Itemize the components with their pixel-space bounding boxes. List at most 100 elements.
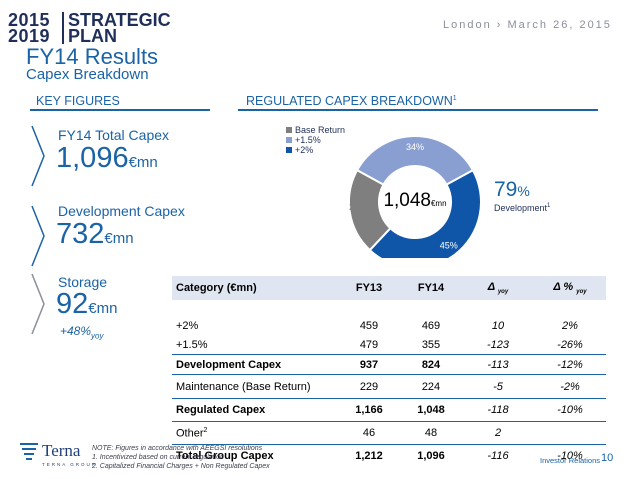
section-regulated-breakdown-rule bbox=[238, 109, 598, 111]
th-delta: Δ yoy bbox=[462, 276, 534, 300]
row-plus15-delta-pct: -26% bbox=[557, 338, 583, 351]
donut-center-unit: €mn bbox=[430, 199, 447, 208]
logo-divider bbox=[62, 12, 64, 44]
legend-swatch-plus2 bbox=[286, 147, 292, 153]
donut-label-2: 45% bbox=[440, 240, 458, 250]
kf-development-capex-label: Development Capex bbox=[58, 203, 185, 219]
table-row: +2% 459 469 10 2% bbox=[172, 316, 606, 335]
section-regulated-breakdown: REGULATED CAPEX BREAKDOWN1 bbox=[246, 94, 457, 108]
development-callout-text: Development bbox=[494, 203, 548, 213]
row-regulated-delta: -118 bbox=[462, 398, 534, 422]
row-other-fy13: 46 bbox=[338, 421, 400, 445]
legend-swatch-base-return bbox=[286, 127, 292, 133]
table-row: Regulated Capex 1,166 1,048 -118 -10% bbox=[172, 398, 606, 422]
development-callout-sup: 1 bbox=[547, 203, 551, 209]
development-callout-unit: % bbox=[517, 183, 530, 199]
chevron-2 bbox=[31, 205, 45, 267]
logo-word-1: STRATEGIC bbox=[68, 10, 171, 30]
development-callout-label: Development1 bbox=[494, 203, 550, 213]
row-total-fy13: 1,212 bbox=[338, 444, 400, 467]
kf-development-capex-number: 732 bbox=[56, 218, 105, 250]
kf-storage-yoy-value: +48% bbox=[60, 324, 92, 338]
th-delta-symbol: Δ bbox=[487, 280, 495, 293]
row-plus15-fy14: 355 bbox=[421, 338, 441, 351]
donut-slice-2 bbox=[368, 168, 482, 258]
kf-storage-number: 92 bbox=[56, 288, 89, 320]
th-fy14: FY14 bbox=[400, 276, 462, 300]
row-plus15-delta: -123 bbox=[486, 338, 510, 351]
row-plus2-delta-pct: 2% bbox=[562, 319, 578, 332]
terna-group-tagline: TERNA GROUP bbox=[42, 462, 97, 467]
row-other-delta: 2 bbox=[462, 421, 534, 445]
row-plus15-fy13: 479 bbox=[359, 338, 379, 351]
chevron-3 bbox=[31, 273, 45, 335]
row-development-delta: -113 bbox=[462, 354, 534, 375]
terna-logo-mark-icon bbox=[18, 440, 40, 462]
terna-wordmark: Terna bbox=[42, 441, 81, 460]
row-other-fy14: 48 bbox=[400, 421, 462, 445]
kf-storage-yoy: +48%yoy bbox=[60, 324, 103, 340]
legend-base-return: Base Return bbox=[286, 125, 345, 135]
donut-label-1-5: 34% bbox=[406, 142, 424, 152]
row-regulated-delta-pct: -10% bbox=[534, 398, 606, 422]
row-plus2-delta: 10 bbox=[491, 319, 505, 332]
th-delta-pct: Δ % yoy bbox=[534, 276, 606, 300]
row-other-category: Other2 bbox=[172, 421, 338, 445]
kf-development-capex-unit: €mn bbox=[104, 230, 134, 247]
th-fy13: FY13 bbox=[338, 276, 400, 300]
row-regulated-fy14: 1,048 bbox=[400, 398, 462, 422]
kf-total-capex-number: 1,096 bbox=[56, 142, 129, 174]
footnotes: NOTE: Figures in accordance with AEEGSI … bbox=[92, 444, 270, 471]
legend-label-plus2: +2% bbox=[295, 145, 314, 155]
page-title: FY14 Results bbox=[26, 44, 159, 69]
th-delta-yoy: yoy bbox=[497, 289, 509, 296]
row-regulated-fy13: 1,166 bbox=[338, 398, 400, 422]
row-development-fy13: 937 bbox=[338, 354, 400, 375]
table-row: +1.5% 479 355 -123 -26% bbox=[172, 335, 606, 355]
donut-slice-1-5 bbox=[355, 135, 475, 187]
table-row: Development Capex 937 824 -113 -12% bbox=[172, 354, 606, 375]
row-development-delta-pct: -12% bbox=[534, 354, 606, 375]
section-regulated-breakdown-sup: 1 bbox=[452, 94, 457, 102]
row-total-delta-pct: -10% bbox=[534, 444, 606, 467]
table-row: Other2 46 48 2 bbox=[172, 421, 606, 445]
row-maintenance-category: Maintenance (Base Return) bbox=[172, 374, 338, 399]
kf-total-capex-label: FY14 Total Capex bbox=[58, 127, 170, 143]
footnote-2: 2. Capitalized Financial Charges + Non R… bbox=[92, 463, 270, 470]
donut-label-base-return: 21% bbox=[349, 202, 367, 212]
logo-word-2: PLAN bbox=[68, 26, 117, 46]
row-total-delta: -116 bbox=[462, 444, 534, 467]
row-total-fy14: 1,096 bbox=[400, 444, 462, 467]
capex-donut-chart: 34% 45% 21% bbox=[348, 135, 482, 258]
kf-storage-value: 92€mn bbox=[56, 288, 117, 321]
development-callout: 79% bbox=[494, 178, 530, 202]
investor-relations-label: Investor Relations bbox=[540, 456, 601, 465]
kf-storage-yoy-suffix: yoy bbox=[91, 331, 104, 341]
table-header-row: Category (€mn) FY13 FY14 Δ yoy Δ % yoy bbox=[172, 276, 606, 300]
legend-plus2: +2% bbox=[286, 145, 345, 155]
logo-year-1: 2015 bbox=[8, 10, 51, 30]
page-number: 10 bbox=[601, 452, 614, 464]
kf-storage-label: Storage bbox=[58, 274, 108, 290]
kf-total-capex-value: 1,096€mn bbox=[56, 142, 158, 175]
th-delta-pct-yoy: yoy bbox=[576, 289, 587, 296]
logo-year-2: 2019 bbox=[8, 26, 51, 46]
donut-legend: Base Return +1.5% +2% bbox=[286, 125, 345, 155]
row-development-category: Development Capex bbox=[172, 354, 338, 375]
event-location-date: London › March 26, 2015 bbox=[443, 19, 612, 31]
legend-label-base-return: Base Return bbox=[295, 125, 346, 135]
row-regulated-category: Regulated Capex bbox=[172, 398, 338, 422]
legend-label-plus15: +1.5% bbox=[295, 135, 321, 145]
section-key-figures-rule bbox=[30, 109, 210, 111]
table-row: Total Group Capex 1,212 1,096 -116 -10% bbox=[172, 444, 606, 467]
kf-storage-unit: €mn bbox=[88, 300, 118, 317]
row-maintenance-fy14: 224 bbox=[400, 374, 462, 399]
row-total-category: Total Group Capex bbox=[172, 444, 338, 467]
row-plus2-fy14: 469 bbox=[421, 319, 441, 332]
footnote-1: 1. Incentivized based on current regulat… bbox=[92, 454, 224, 461]
key-figure-chevrons bbox=[31, 125, 45, 335]
row-plus2-category: +2% bbox=[176, 319, 199, 332]
row-other-delta-pct bbox=[534, 421, 606, 445]
th-category: Category (€mn) bbox=[172, 276, 338, 300]
development-callout-value: 79 bbox=[494, 178, 518, 201]
